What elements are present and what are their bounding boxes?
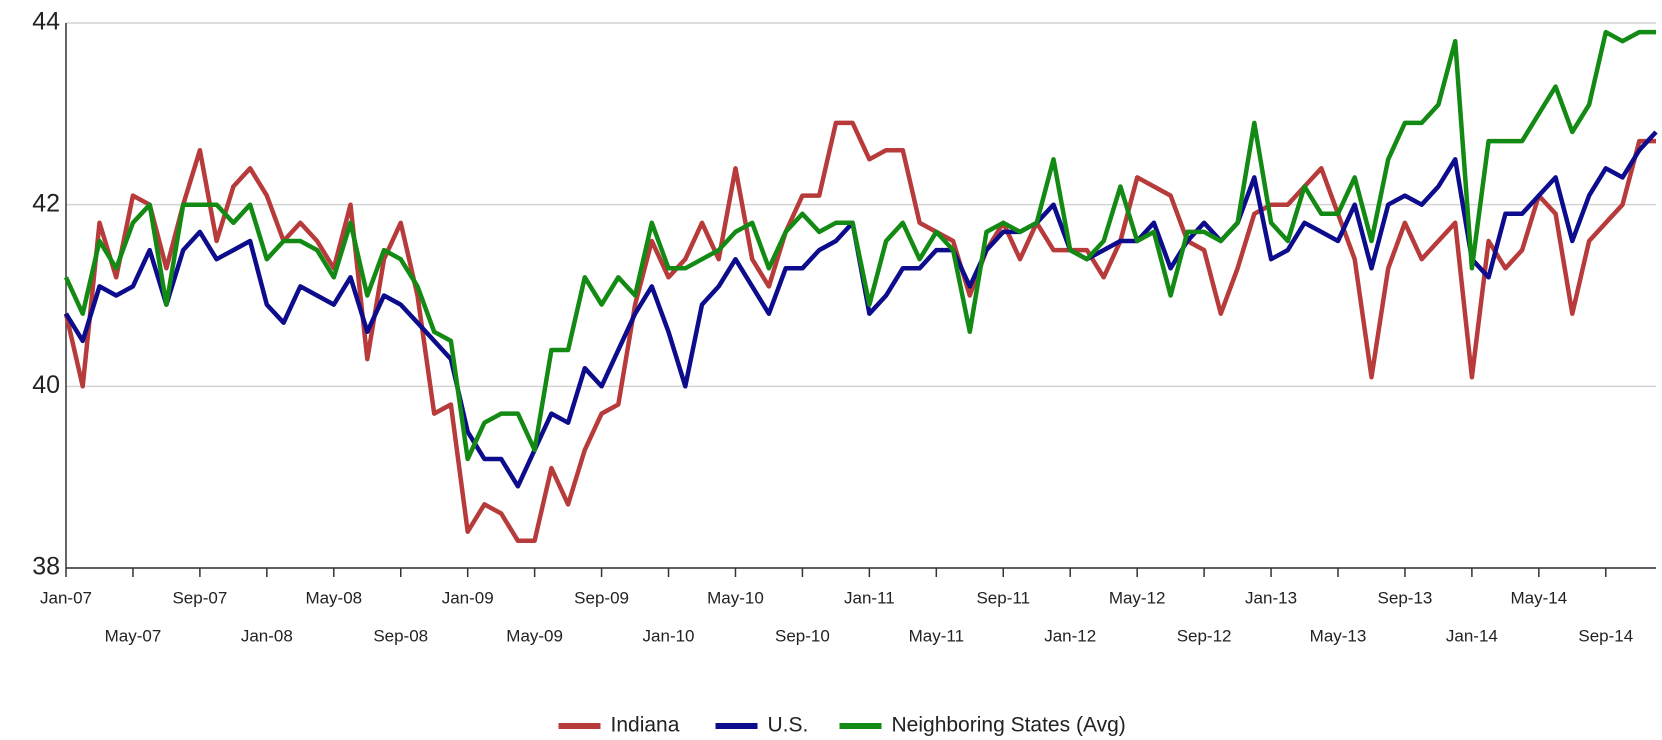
x-tick-label: Sep-07 [172,588,227,607]
y-tick-label: 40 [32,371,60,399]
x-tick-label: Jan-11 [844,588,895,607]
x-tick-label: May-07 [105,626,162,645]
x-tick-label: Sep-08 [373,626,428,645]
x-tick-label: Sep-12 [1177,626,1232,645]
x-tick-label: Sep-14 [1578,626,1633,645]
y-tick-label: 44 [32,8,60,36]
x-tick-label: Jan-13 [1245,588,1297,607]
x-tick-label: Jan-14 [1446,626,1498,645]
x-tick-label: Sep-10 [775,626,830,645]
x-tick-label: Jan-10 [643,626,695,645]
legend-label: Neighboring States (Avg) [892,714,1126,737]
series-line [63,29,1656,462]
series-line [64,130,1658,489]
x-tick-label: May-10 [707,588,764,607]
y-tick-label: 42 [32,189,60,217]
x-tick-label: Sep-11 [976,588,1030,607]
x-tick-label: Jan-08 [241,626,293,645]
x-tick-label: Jan-09 [442,588,494,607]
x-tick-label: May-09 [506,626,563,645]
legend-label: U.S. [768,714,809,737]
x-tick-label: Jan-12 [1044,626,1096,645]
series-line [63,120,1656,544]
y-tick-label: 38 [32,553,60,581]
x-tick-label: Sep-13 [1378,588,1433,607]
x-tick-label: Sep-09 [574,588,629,607]
x-tick-label: Jan-07 [40,588,92,607]
x-tick-label: May-13 [1310,626,1367,645]
x-tick-label: May-14 [1510,588,1567,607]
x-tick-label: May-11 [909,626,964,645]
legend-label: Indiana [611,714,680,737]
x-tick-label: May-08 [305,588,362,607]
x-tick-label: May-12 [1109,588,1166,607]
